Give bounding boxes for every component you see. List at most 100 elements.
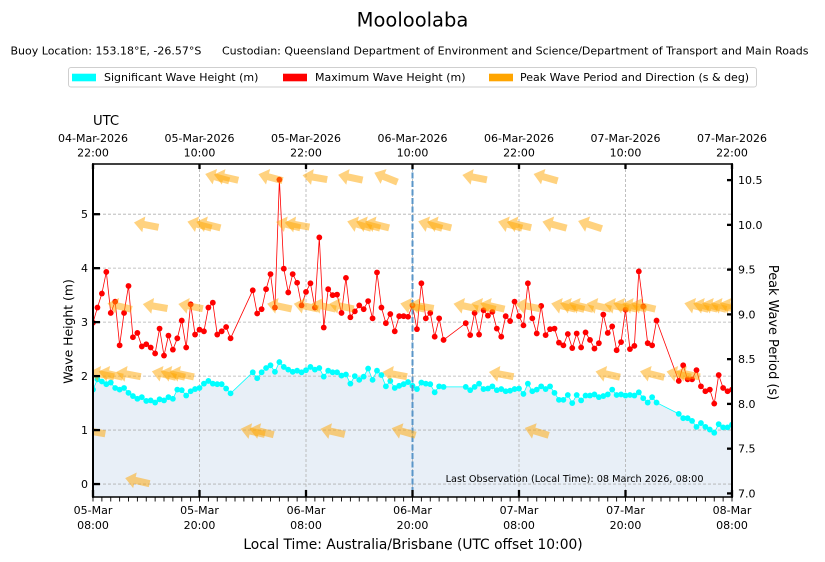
hmax-point — [405, 313, 411, 320]
peak-direction-arrow — [640, 365, 666, 382]
hs-point — [711, 429, 718, 436]
hmax-point — [249, 287, 256, 294]
hs-point — [436, 383, 443, 390]
y-tick-label: 2 — [81, 370, 88, 383]
hs-point — [529, 388, 536, 395]
y-tick-label: 4 — [81, 262, 88, 275]
peak-direction-arrow — [719, 297, 732, 314]
hmax-point — [706, 386, 713, 393]
hs-point — [600, 393, 607, 399]
y2-tick-label: 9.0 — [738, 308, 756, 321]
hs-point — [254, 375, 261, 382]
hmax-point — [156, 325, 163, 332]
hs-point — [485, 385, 491, 392]
peak-direction-arrow — [213, 169, 240, 185]
peak-direction-arrow — [249, 423, 275, 439]
hs-point — [116, 386, 123, 393]
hmax-point — [467, 332, 474, 338]
hs-point — [414, 386, 420, 392]
hs-point — [706, 426, 713, 433]
hmax-point — [356, 302, 363, 309]
peak-direction-arrow — [169, 366, 195, 382]
utc-tick-label-date: 05-Mar-2026 — [271, 132, 341, 145]
series-layer — [93, 176, 732, 436]
hmax-point — [387, 311, 394, 317]
hs-point — [502, 388, 509, 395]
peak-direction-arrow — [258, 169, 284, 185]
hmax-point — [533, 330, 540, 337]
utc-tick-label-time: 10:00 — [184, 147, 216, 160]
peak-direction-arrow — [364, 216, 390, 233]
hs-point — [112, 385, 119, 391]
hs-point — [422, 380, 429, 387]
hs-point — [174, 386, 181, 393]
y-tick-label: 0 — [81, 478, 88, 491]
hmax-point — [498, 333, 505, 340]
hs-point — [418, 379, 425, 386]
peak-direction-arrow — [515, 297, 541, 314]
x-tick-label-time: 20:00 — [610, 519, 642, 532]
hs-point — [547, 383, 553, 390]
hmax-point — [644, 340, 651, 347]
utc-tick-label-date: 06-Mar-2026 — [484, 132, 554, 145]
hmax-point — [476, 331, 482, 338]
peak-direction-arrow — [542, 216, 568, 232]
hmax-point — [192, 331, 198, 338]
hs-point — [427, 381, 434, 388]
hmax-point — [152, 350, 159, 357]
hs-point — [516, 385, 522, 392]
hmax-point — [143, 341, 150, 348]
hmax-point — [205, 304, 212, 311]
peak-direction-arrow — [391, 423, 417, 439]
y2-axis-label: Peak Wave Period (s) — [765, 265, 780, 400]
hs-point — [693, 423, 700, 430]
hmax-point — [329, 292, 336, 299]
y-tick-label: 5 — [81, 208, 88, 221]
hmax-point — [209, 299, 216, 306]
hmax-point — [485, 312, 491, 319]
hs-point — [627, 392, 633, 398]
utc-tick-label-time: 22:00 — [290, 147, 322, 160]
hs-point — [440, 384, 447, 390]
hs-point — [582, 392, 589, 399]
peak-direction-arrow — [675, 366, 701, 382]
hmax-point — [551, 325, 558, 332]
hmax-point — [316, 234, 323, 241]
legend-swatch-peak-period-direction — [489, 73, 513, 82]
hmax-point — [524, 280, 531, 287]
hs-point — [618, 391, 624, 398]
hs-point — [187, 388, 194, 395]
hmax-point — [307, 280, 314, 287]
hmax-point — [414, 326, 420, 333]
peak-direction-arrow — [142, 298, 169, 314]
hmax-point — [702, 388, 709, 395]
hmax-point — [724, 388, 731, 395]
hs-point — [604, 391, 611, 398]
hs-point — [107, 379, 114, 386]
hs-point — [400, 381, 407, 388]
last-observation-annotation: Last Observation (Local Time): 08 March … — [446, 474, 704, 485]
hs-point — [356, 376, 363, 383]
hs-point — [396, 382, 403, 389]
x-tick-label-date: 08-Mar — [713, 504, 752, 517]
hmax-point — [591, 345, 598, 352]
x-tick-label-date: 06-Mar — [393, 504, 432, 517]
hs-point — [325, 367, 332, 374]
hmax-point — [347, 314, 354, 321]
hs-point — [329, 369, 336, 376]
hmax-point — [556, 339, 562, 346]
hs-point — [382, 383, 389, 390]
peak-direction-arrow — [329, 297, 355, 314]
y2-tick-label: 7.5 — [738, 443, 756, 456]
hmax-point — [365, 298, 372, 304]
hmax-point — [343, 274, 349, 281]
x-tick-label-date: 07-Mar — [606, 504, 645, 517]
hmax-point — [462, 320, 469, 327]
hs-point — [272, 368, 278, 375]
hmax-point — [720, 385, 727, 391]
hs-point — [520, 391, 527, 397]
peak-direction-arrow — [631, 297, 657, 314]
peak-direction-arrow — [533, 169, 559, 185]
hs-point — [201, 380, 207, 387]
